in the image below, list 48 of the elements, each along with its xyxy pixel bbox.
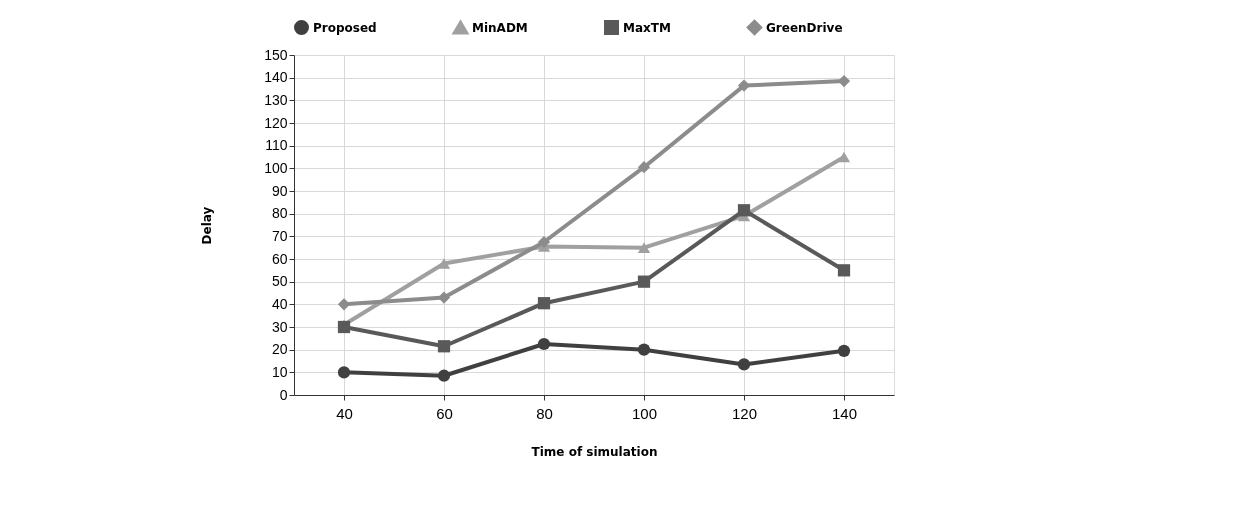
point	[337, 366, 351, 379]
point	[737, 358, 751, 371]
legend-label: GreenDrive	[766, 20, 843, 35]
y-tick-label: 100	[264, 159, 288, 176]
y-tick-label: 90	[271, 182, 288, 199]
y-tick-label: 40	[271, 295, 288, 312]
point	[637, 275, 651, 288]
point	[837, 74, 851, 88]
point	[537, 297, 551, 310]
x-tick-label: 60	[436, 404, 453, 422]
y-axis-title: Delay	[200, 206, 215, 245]
point	[437, 291, 451, 304]
point	[537, 337, 551, 351]
y-tick-label: 10	[271, 363, 288, 380]
x-tick-label: 40	[336, 404, 353, 422]
y-tick-label: 130	[264, 91, 288, 108]
y-tick-label: 60	[271, 250, 288, 267]
y-tick-label: 50	[271, 273, 288, 290]
point	[637, 161, 651, 174]
point	[637, 242, 651, 253]
legend-label: Proposed	[313, 20, 377, 35]
legend-label: MaxTM	[623, 20, 671, 35]
x-tick-label: 100	[631, 404, 658, 422]
point	[837, 151, 851, 163]
point	[537, 235, 551, 249]
point	[637, 343, 651, 356]
legend-label: MinADM	[472, 20, 528, 35]
y-tick-label: 0	[279, 386, 288, 403]
x-tick-label: 80	[536, 404, 553, 422]
point	[337, 298, 351, 311]
point	[737, 204, 751, 217]
y-tick-label: 80	[271, 205, 288, 222]
point	[437, 340, 451, 353]
point	[837, 264, 851, 277]
y-tick-label: 140	[264, 69, 288, 86]
y-tick-label: 70	[271, 227, 288, 244]
x-tick-label: 120	[731, 404, 758, 422]
y-tick-label: 20	[271, 341, 288, 358]
y-tick-label: 110	[265, 137, 288, 154]
y-tick-label: 30	[271, 318, 288, 335]
x-tick-label: 140	[831, 404, 858, 422]
point	[437, 258, 451, 269]
point	[437, 369, 451, 382]
point	[837, 344, 851, 357]
y-tick-label: 120	[264, 114, 288, 131]
point	[737, 79, 751, 92]
x-axis-title: Time of simulation	[531, 444, 658, 459]
y-tick-label: 150	[264, 46, 288, 63]
